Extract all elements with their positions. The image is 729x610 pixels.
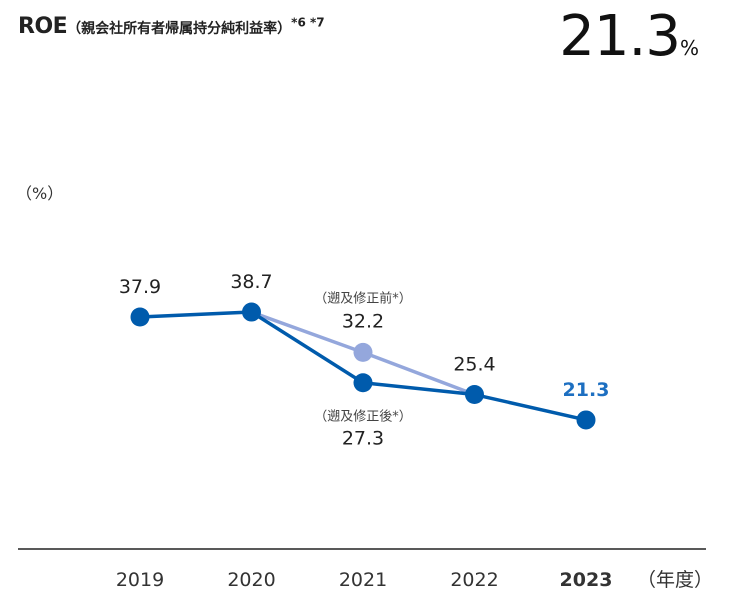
annotation-note-after: （遡及修正後*） bbox=[314, 410, 412, 425]
data-point-2022 bbox=[465, 385, 484, 405]
x-tick-2021: 2021 bbox=[339, 569, 387, 591]
annotation-note-before: （遡及修正前*） bbox=[314, 290, 412, 306]
y-axis-unit-label: （%） bbox=[16, 184, 64, 203]
x-tick-2023: 2023 bbox=[560, 569, 613, 591]
kpi-unit: % bbox=[679, 36, 699, 60]
data-point-before-2021 bbox=[353, 342, 373, 362]
data-label-2023: 21.3 bbox=[563, 379, 610, 401]
data-point-2023 bbox=[576, 410, 596, 430]
x-tick-2022: 2022 bbox=[450, 569, 498, 591]
data-label-2022: 25.4 bbox=[453, 354, 495, 376]
annotation-value-after: 27.3 bbox=[342, 428, 384, 450]
title-footnote-marks: *6 *7 bbox=[291, 15, 325, 30]
x-tick-2019: 2019 bbox=[116, 569, 164, 591]
title-subtitle: （親会社所有者帰属持分純利益率） bbox=[67, 21, 292, 37]
kpi-readout: 21.3% bbox=[559, 4, 699, 69]
data-point-2019 bbox=[130, 307, 150, 327]
kpi-value: 21.3 bbox=[559, 4, 681, 69]
data-point-2020 bbox=[242, 302, 261, 322]
title-roe: ROE bbox=[18, 14, 68, 39]
chart-title: ROE（親会社所有者帰属持分純利益率）*6 *7 bbox=[18, 14, 325, 39]
x-tick-2020: 2020 bbox=[227, 569, 275, 591]
data-label-2020: 38.7 bbox=[230, 271, 272, 293]
data-label-2019: 37.9 bbox=[119, 276, 161, 298]
x-axis-unit-label: （年度） bbox=[637, 569, 713, 591]
data-point-2021 bbox=[353, 373, 373, 393]
annotation-value-before: 32.2 bbox=[342, 310, 384, 332]
